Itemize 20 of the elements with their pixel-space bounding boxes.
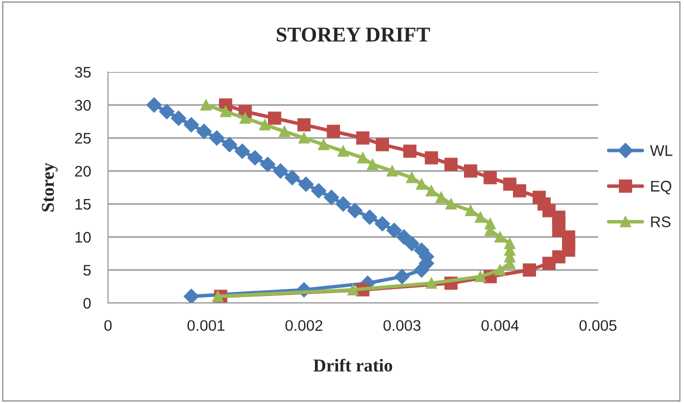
legend-label: EQ bbox=[651, 180, 672, 194]
y-tick-label: 25 bbox=[75, 132, 91, 144]
y-tick-label: 0 bbox=[83, 298, 91, 309]
y-tick-label: 30 bbox=[74, 100, 91, 111]
x-tick-label: 0 bbox=[104, 320, 112, 331]
y-tick-label: 20 bbox=[75, 166, 91, 177]
y-tick-label: 15 bbox=[76, 199, 91, 210]
chart-title: STOREY DRIFT bbox=[276, 28, 430, 42]
x-axis-title: Drift ratio bbox=[313, 358, 392, 372]
y-tick-label: 10 bbox=[76, 232, 91, 243]
legend-label: RS bbox=[651, 216, 670, 228]
x-tick-label: 0.005 bbox=[579, 320, 616, 331]
x-tick-label: 0.003 bbox=[383, 320, 420, 331]
legend-label: WL bbox=[650, 145, 672, 156]
y-tick-label: 35 bbox=[74, 66, 91, 78]
y-tick-label: 5 bbox=[83, 265, 91, 276]
x-tick-label: 0.004 bbox=[481, 320, 519, 331]
x-tick-label: 0.001 bbox=[187, 320, 224, 331]
x-tick-label: 0.002 bbox=[285, 320, 322, 331]
y-axis-title: Storey bbox=[42, 162, 58, 212]
